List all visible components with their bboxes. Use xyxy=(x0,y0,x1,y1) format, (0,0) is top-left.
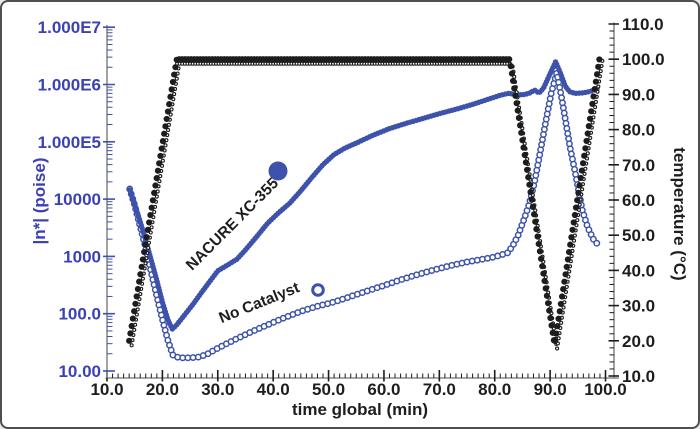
svg-text:30.0: 30.0 xyxy=(622,297,655,316)
svg-text:100.0: 100.0 xyxy=(622,50,665,69)
svg-text:50.0: 50.0 xyxy=(622,226,655,245)
svg-text:100.0: 100.0 xyxy=(58,305,101,324)
x-axis: 10.0 20.0 30.0 40.0 50.0 60.0 70.0 80.0 90.0 100.… xyxy=(90,370,627,399)
y-left-axis-title: |n*| (poise) xyxy=(30,157,49,245)
y-right-axis-title: temperature (°C) xyxy=(670,147,689,281)
svg-text:40.0: 40.0 xyxy=(257,380,290,399)
svg-text:10000: 10000 xyxy=(54,190,101,209)
svg-text:60.0: 60.0 xyxy=(622,191,655,210)
svg-text:1.000E6: 1.000E6 xyxy=(38,76,101,95)
svg-text:60.0: 60.0 xyxy=(367,380,400,399)
legend-markers xyxy=(268,161,325,297)
svg-text:10.0: 10.0 xyxy=(90,380,123,399)
svg-text:10.00: 10.00 xyxy=(58,362,101,381)
svg-text:30.0: 30.0 xyxy=(201,380,234,399)
series-temperature-profile xyxy=(126,56,603,345)
series-no-catalyst-viscosity xyxy=(126,70,601,362)
y-left-axis: 1.000E7 1.000E6 1.000E5 10000 1000 100.0 10.00 xyxy=(38,18,115,381)
svg-text:1.000E7: 1.000E7 xyxy=(38,18,101,37)
svg-text:10.0: 10.0 xyxy=(622,367,655,386)
x-axis-title: time global (min) xyxy=(292,400,428,419)
svg-text:110.0: 110.0 xyxy=(622,15,664,34)
legend-no-catalyst-open-circle-marker xyxy=(311,283,325,297)
svg-text:80.0: 80.0 xyxy=(622,121,655,140)
svg-text:80.0: 80.0 xyxy=(478,380,511,399)
svg-text:90.0: 90.0 xyxy=(622,85,655,104)
svg-text:1.000E5: 1.000E5 xyxy=(38,133,101,152)
y-right-axis: 110.0 100.0 90.0 80.0 70.0 60.0 50.0 40.0 30.0 20… xyxy=(608,15,665,386)
series-nacure-xc-355-viscosity xyxy=(127,59,600,332)
svg-text:20.0: 20.0 xyxy=(146,380,179,399)
svg-text:50.0: 50.0 xyxy=(312,380,345,399)
legend-nacure-filled-circle-marker xyxy=(268,161,288,181)
svg-text:1000: 1000 xyxy=(63,247,101,266)
svg-text:40.0: 40.0 xyxy=(622,261,655,280)
svg-text:90.0: 90.0 xyxy=(534,380,567,399)
svg-text:20.0: 20.0 xyxy=(622,332,655,351)
svg-text:100.0: 100.0 xyxy=(584,380,627,399)
svg-text:70.0: 70.0 xyxy=(622,156,655,175)
svg-text:70.0: 70.0 xyxy=(423,380,456,399)
